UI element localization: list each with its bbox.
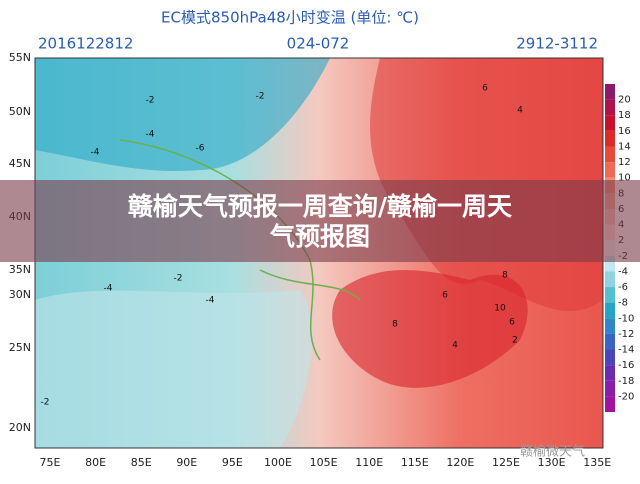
contour-label: 8 — [502, 271, 508, 281]
banner-title: 赣榆天气预报一周查询/赣榆一周天 — [128, 192, 512, 221]
colorbar-label: 10 — [618, 173, 631, 184]
range: 2912-3112 — [516, 35, 598, 53]
contour-label: 8 — [392, 320, 398, 330]
map-title: EC模式850hPa48小时变温 (单位: ℃) — [161, 9, 419, 27]
contour-label: 10 — [494, 304, 506, 314]
contour-label: -2 — [41, 398, 50, 408]
colorbar-swatch — [605, 365, 615, 381]
lon-label: 100E — [264, 456, 292, 469]
colorbar-swatch — [605, 396, 615, 412]
lat-label: 20N — [9, 421, 31, 434]
colorbar-swatch — [605, 162, 615, 178]
colorbar-label: 18 — [618, 110, 631, 121]
lon-label: 120E — [446, 456, 474, 469]
contour-label: -2 — [146, 96, 155, 106]
warm-core — [332, 270, 528, 388]
contour-label: 6 — [509, 318, 515, 328]
colorbar-label: -4 — [618, 266, 628, 277]
colorbar-swatch — [605, 130, 615, 147]
lon-label: 115E — [401, 456, 429, 469]
lon-label: 135E — [583, 456, 611, 469]
colorbar-swatch — [605, 318, 615, 334]
contour-label: -4 — [91, 148, 100, 158]
colorbar-label: -10 — [618, 313, 634, 324]
hours: 024-072 — [287, 35, 350, 53]
colorbar-swatch — [605, 271, 615, 288]
colorbar-label: 12 — [618, 157, 631, 168]
lon-label: 90E — [176, 456, 197, 469]
contour-label: 4 — [452, 341, 458, 351]
contour-label: -4 — [206, 296, 215, 306]
colorbar-swatch — [605, 146, 615, 163]
colorbar-label: -18 — [618, 376, 634, 387]
colorbar-swatch — [605, 333, 615, 350]
contour-label: 2 — [512, 336, 518, 346]
colorbar-swatch — [605, 349, 615, 366]
lon-label: 125E — [492, 456, 520, 469]
colorbar-label: -14 — [618, 345, 634, 356]
colorbar-label: -12 — [618, 329, 634, 340]
colorbar-swatch — [605, 115, 615, 131]
lon-label: 95E — [222, 456, 243, 469]
contour-label: 6 — [442, 291, 448, 301]
colorbar-swatch — [605, 84, 615, 100]
banner-title: 气预报图 — [269, 222, 370, 251]
lon-label: 130E — [538, 456, 566, 469]
colorbar-swatch — [605, 255, 615, 272]
date: 2016122812 — [38, 35, 133, 53]
contour-label: 6 — [482, 84, 488, 94]
lat-label: 25N — [9, 341, 31, 354]
colorbar-label: -20 — [618, 391, 634, 402]
colorbar-swatch — [605, 380, 615, 397]
cool-south — [35, 290, 313, 448]
lat-label: 45N — [9, 157, 31, 170]
lon-label: 80E — [85, 456, 106, 469]
colorbar-label: -8 — [618, 298, 628, 309]
lon-label: 85E — [131, 456, 152, 469]
contour-label: -6 — [196, 144, 205, 154]
contour-label: -2 — [174, 274, 183, 284]
watermark: 赣榆微天气 — [520, 444, 585, 460]
lon-label: 75E — [40, 456, 61, 469]
colorbar-label: -16 — [618, 360, 634, 371]
cold-area — [35, 58, 330, 171]
contour-label: 4 — [517, 106, 523, 116]
lat-label: 35N — [9, 263, 31, 276]
lat-label: 55N — [9, 51, 31, 64]
colorbar-swatch — [605, 302, 615, 319]
lon-label: 105E — [310, 456, 338, 469]
banner — [0, 180, 640, 262]
lat-label: 50N — [9, 105, 31, 118]
lat-label: 30N — [9, 288, 31, 301]
contour-label: -4 — [146, 130, 155, 140]
colorbar-label: 14 — [618, 141, 631, 152]
colorbar-label: 16 — [618, 126, 631, 137]
contour-label: -4 — [104, 284, 113, 294]
lon-label: 110E — [355, 456, 383, 469]
colorbar-swatch — [605, 287, 615, 303]
colorbar-label: 20 — [618, 95, 631, 106]
contour-label: -2 — [256, 92, 265, 102]
colorbar-label: -6 — [618, 282, 628, 293]
colorbar-swatch — [605, 99, 615, 116]
